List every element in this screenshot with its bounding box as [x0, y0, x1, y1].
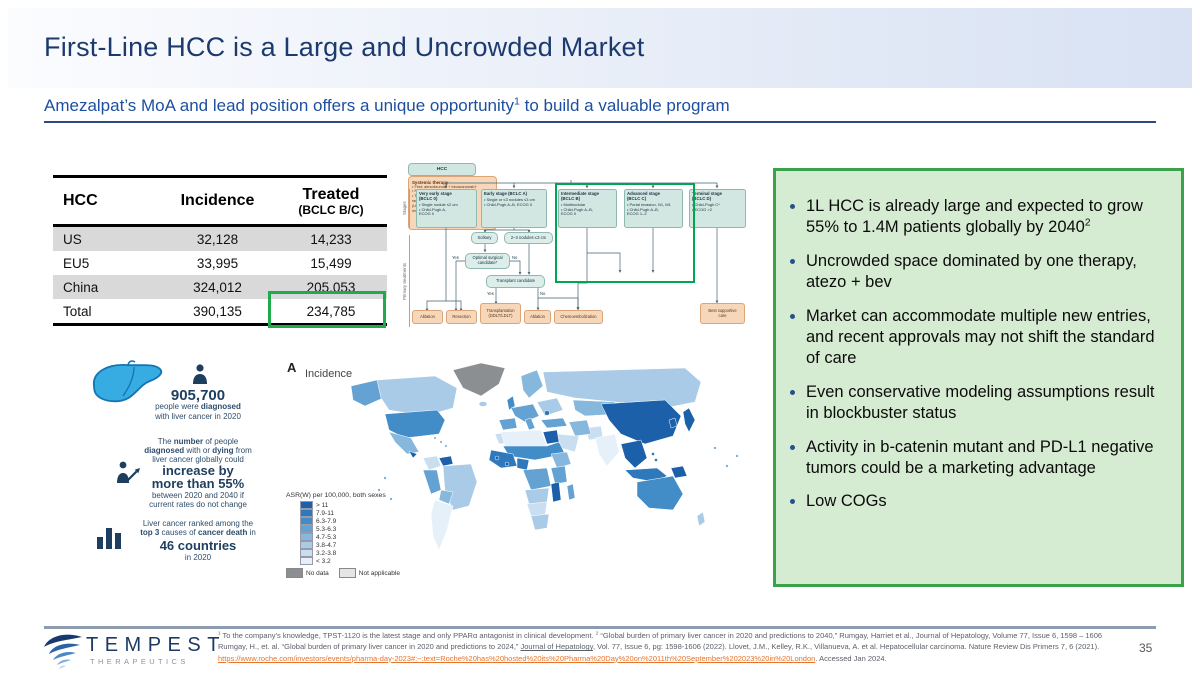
subtitle: Amezalpat’s MoA and lead position offers…	[44, 95, 730, 115]
decision-surgical-candidate: Optimal surgical candidate*	[465, 253, 510, 269]
key-point: Even conservative modeling assumptions r…	[806, 382, 1171, 424]
stage-box-very-early: Very early stage (BCLC 0) • Single nodul…	[416, 189, 477, 228]
treatments-bracket	[409, 235, 412, 327]
table-header-row: HCC Incidence Treated (BCLC B/C)	[53, 178, 387, 227]
key-point: Activity in b-catenin mutant and PD-L1 n…	[806, 437, 1171, 479]
treatment-resection: Resection	[446, 310, 477, 324]
stages-bracket	[409, 189, 412, 228]
map-legend-title: ASR(W) per 100,000, both sexes	[286, 492, 386, 499]
footer-rule	[44, 626, 1156, 629]
key-points-list: 1L HCC is already large and expected to …	[790, 196, 1171, 512]
legend-swatch	[300, 556, 313, 566]
person-icon	[193, 364, 207, 384]
stat-increase-line3: liver cancer globally could	[152, 455, 244, 464]
label-no: No	[512, 255, 518, 260]
liver-infographic: 905,700 people were diagnosed with liver…	[88, 356, 270, 578]
key-point: 1L HCC is already large and expected to …	[806, 196, 1171, 238]
bclc-flowchart: Stages Primary treatments HCC Very early…	[402, 163, 748, 338]
decision-transplant-candidate: Transplant candidate	[486, 275, 545, 288]
legend-item: 5.3-6.3	[300, 524, 406, 534]
flowchart-highlight-box	[555, 183, 695, 283]
flowchart-root-hcc: HCC	[408, 163, 476, 176]
treatment-transplantation: Transplantation (DDLT/LDLT)	[480, 303, 521, 324]
footnote-1: 1 To the company’s knowledge, TPST-1120 …	[218, 630, 1103, 640]
decision-solitary: Solitary	[471, 232, 498, 244]
legend-item: 7.9-11	[300, 508, 406, 518]
key-point: Low COGs	[806, 491, 1171, 512]
table-row: China 324,012 205,053	[53, 275, 387, 299]
table-row: EU5 33,995 15,499	[63, 255, 352, 271]
table-header-treated: Treated (BCLC B/C)	[298, 185, 364, 217]
stat-increase-line2: diagnosed with or dying from	[144, 446, 252, 455]
stage-box-advanced: Advanced stage (BCLC C) • Portal invasio…	[624, 189, 683, 228]
legend-item: 3.8-4.7	[300, 540, 406, 550]
page-number: 35	[1139, 641, 1153, 655]
legend-item: > 11	[300, 500, 406, 510]
total-treated-highlight-box	[268, 291, 386, 328]
stat-diagnosed-line1: people were diagnosed	[155, 402, 241, 411]
label-yes: Yes	[487, 291, 494, 296]
stage-box-early: Early stage (BCLC A) • Single or ≤3 nodu…	[481, 189, 547, 228]
map-panel-label: A	[287, 360, 297, 375]
stat-diagnosed-value: 905,700	[170, 387, 226, 404]
table-row-total: Total 390,135 234,785	[63, 303, 356, 319]
legend-item: 3.2-3.8	[300, 548, 406, 558]
key-points-box: 1L HCC is already large and expected to …	[773, 168, 1184, 587]
stat-increase-line5: current rates do not change	[149, 500, 247, 509]
table-row: US 32,128 14,233	[53, 227, 387, 251]
flowchart-side-label-stages: Stages	[402, 201, 407, 216]
footnotes: 1 To the company’s knowledge, TPST-1120 …	[218, 630, 1136, 664]
key-point: Uncrowded space dominated by one therapy…	[806, 251, 1171, 293]
stat-increase-big1: increase by	[162, 463, 234, 478]
label-no: No	[540, 291, 546, 296]
person-trend-icon	[117, 461, 140, 483]
stat-countries-line1: Liver cancer ranked among the	[142, 519, 254, 528]
key-point: Market can accommodate multiple new entr…	[806, 306, 1171, 369]
legend-no-data-row: No data Not applicable	[286, 568, 406, 578]
treatment-ablation: Ablation	[412, 310, 443, 324]
legend-item: 6.3-7.9	[300, 516, 406, 526]
table-header-hcc: HCC	[63, 192, 98, 209]
flowchart-side-label-treatments: Primary treatments	[402, 262, 407, 300]
footnote-3: https://www.roche.com/investors/events/p…	[218, 653, 887, 663]
stat-countries-line3: in 2020	[184, 553, 212, 562]
world-map	[350, 362, 739, 551]
subtitle-rule	[44, 121, 1156, 123]
treatment-best-supportive-care: Best supportive care	[700, 303, 745, 324]
table-header-incidence: Incidence	[180, 192, 255, 209]
map-legend: ASR(W) per 100,000, both sexes > 11 7.9-…	[286, 492, 406, 578]
stat-diagnosed-line2: with liver cancer in 2020	[155, 412, 241, 421]
stat-countries-line2: top 3 causes of cancer death in	[140, 528, 256, 537]
liver-icon	[93, 360, 163, 403]
footnote-2: Rumgay, H., et. al. “Global burden of pr…	[218, 642, 1100, 652]
tempest-logo-icon	[44, 634, 82, 669]
treatment-chemoembolization: Chemoembolization	[554, 310, 603, 324]
header-band: First-Line HCC is a Large and Uncrowded …	[8, 8, 1192, 88]
label-yes: Yes	[452, 255, 459, 260]
incidence-table: HCC Incidence Treated (BCLC B/C) US 32,1…	[53, 175, 387, 326]
logo-sub-wordmark: THERAPEUTICS	[90, 657, 189, 666]
bar-chart-icon	[97, 528, 121, 549]
treatment-ablation-2: Ablation	[524, 310, 551, 324]
legend-item: < 3.2	[300, 556, 406, 566]
stage-box-terminal: Terminal stage (BCLC D) • Child-Pugh C* …	[689, 189, 746, 228]
map-title: Incidence	[305, 368, 353, 380]
legend-item: 4.7-5.3	[300, 532, 406, 542]
stat-increase-line1: The number of people	[157, 437, 239, 446]
page-title: First-Line HCC is a Large and Uncrowded …	[44, 32, 645, 62]
legend-swatch-not-applicable	[338, 568, 356, 578]
logo-wordmark: TEMPEST	[86, 634, 226, 656]
stat-countries-big: 46 countries	[159, 538, 237, 553]
legend-swatch-no-data	[286, 568, 303, 578]
roche-link[interactable]: https://www.roche.com/investors/events/p…	[218, 653, 816, 663]
stat-increase-big2: more than 55%	[151, 476, 245, 491]
decision-nodules: 2–3 nodules ≤3 cm	[504, 232, 553, 244]
stage-box-intermediate: Intermediate stage (BCLC B) • Multinodul…	[558, 189, 617, 228]
stat-increase-line4: between 2020 and 2040 if	[151, 491, 245, 500]
